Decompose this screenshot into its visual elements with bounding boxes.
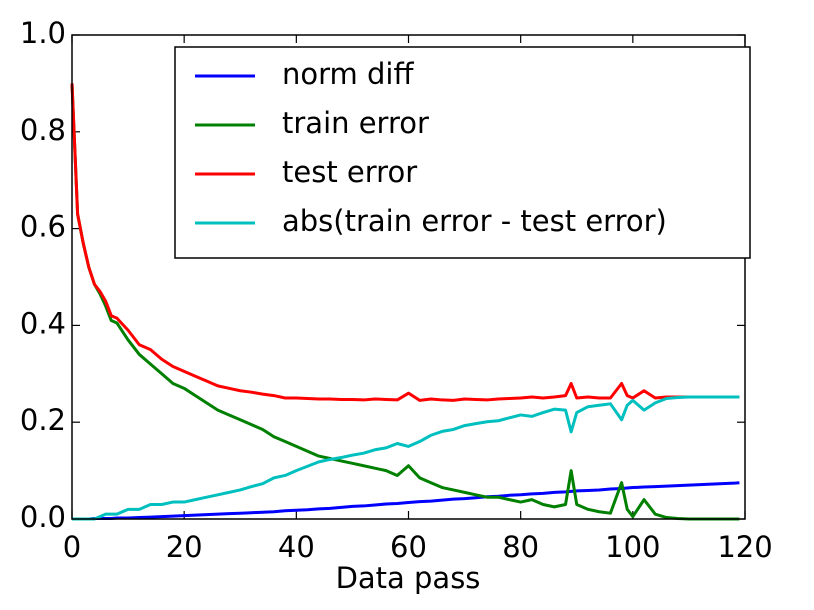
x-tick-label: 40 — [278, 530, 315, 564]
legend-label: abs(train error - test error) — [282, 204, 667, 238]
legend-frame — [174, 46, 751, 259]
y-tick-label: 1.0 — [20, 16, 66, 50]
data-line — [70, 83, 740, 521]
y-tick-label: 0.6 — [20, 210, 66, 244]
y-tick-label: 0.0 — [20, 500, 66, 534]
x-tick-label: 60 — [390, 530, 427, 564]
x-tick-label: 0 — [63, 530, 81, 564]
y-tick-label: 0.8 — [20, 113, 66, 147]
y-tick-label: 0.4 — [20, 306, 66, 340]
data-line — [70, 83, 740, 402]
y-tick-label: 0.2 — [20, 403, 66, 437]
x-axis-label: Data pass — [336, 561, 481, 595]
plot-frame — [71, 34, 746, 520]
x-tick-label: 80 — [502, 530, 539, 564]
x-tick-label: 20 — [166, 530, 203, 564]
x-tick-label: 100 — [605, 530, 660, 564]
x-tick-label: 120 — [717, 530, 772, 564]
data-line — [72, 395, 740, 521]
legend-label: norm diff — [282, 57, 414, 91]
legend-label: test error — [282, 155, 417, 189]
data-line — [72, 481, 740, 521]
legend-label: train error — [282, 106, 429, 140]
